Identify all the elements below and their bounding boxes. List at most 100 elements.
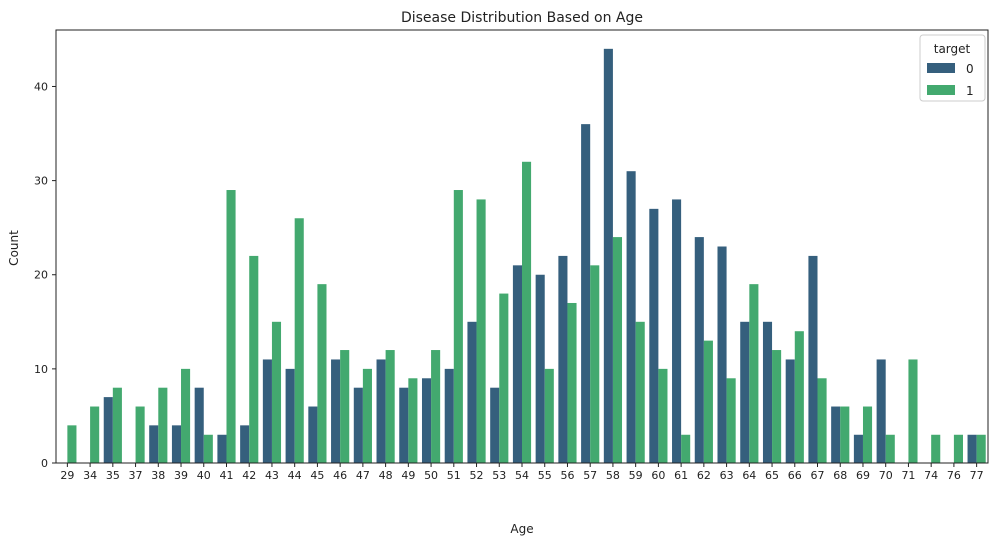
bar-series-0-age-53 <box>490 387 500 463</box>
x-tick-label: 52 <box>470 469 484 482</box>
x-tick-label: 48 <box>379 469 393 482</box>
x-tick-label: 39 <box>174 469 188 482</box>
y-axis-ticks: 0 10 20 30 40 <box>34 80 56 470</box>
bar-series-1-age-38 <box>158 387 168 463</box>
bar-series-0-age-45 <box>308 406 318 463</box>
bar-series-0-age-42 <box>240 425 250 463</box>
bars-group <box>67 48 986 463</box>
bar-series-1-age-47 <box>362 368 372 463</box>
bar-series-0-age-40 <box>194 387 204 463</box>
plot-frame <box>55 29 989 464</box>
bar-series-1-age-69 <box>862 406 873 463</box>
bar-series-0-age-59 <box>626 171 636 463</box>
x-tick-label: 37 <box>129 469 143 482</box>
bar-series-1-age-64 <box>749 284 759 463</box>
bar-series-1-age-74 <box>931 434 941 463</box>
bar-series-1-age-62 <box>703 340 713 463</box>
x-tick-label: 61 <box>674 469 688 482</box>
bar-series-0-age-50 <box>421 378 432 463</box>
bar-series-0-age-67 <box>808 255 818 463</box>
bar-series-1-age-70 <box>885 434 895 463</box>
x-tick-label: 38 <box>151 469 165 482</box>
x-tick-label: 77 <box>970 469 984 482</box>
bar-series-0-age-60 <box>649 208 659 463</box>
x-tick-label: 55 <box>538 469 552 482</box>
x-tick-label: 45 <box>310 469 324 482</box>
x-tick-label: 40 <box>197 469 211 482</box>
x-tick-label: 35 <box>106 469 120 482</box>
x-tick-label: 60 <box>651 469 665 482</box>
bar-series-0-age-38 <box>149 425 159 463</box>
legend-swatch-series-1 <box>927 85 955 95</box>
bar-series-0-age-77 <box>967 434 977 463</box>
legend-label-series-1: 1 <box>966 84 974 98</box>
legend-label-series-0: 0 <box>966 62 974 76</box>
bar-series-0-age-46 <box>331 359 341 463</box>
bar-series-1-age-77 <box>976 434 986 463</box>
x-tick-label: 43 <box>265 469 279 482</box>
y-tick-label: 40 <box>34 80 48 93</box>
y-tick-label: 30 <box>34 175 48 188</box>
x-tick-label: 54 <box>515 469 529 482</box>
bar-series-0-age-43 <box>262 359 272 463</box>
x-tick-label: 46 <box>333 469 347 482</box>
bar-series-1-age-61 <box>681 434 691 463</box>
x-tick-label: 58 <box>606 469 620 482</box>
bar-series-1-age-39 <box>181 368 191 463</box>
bar-series-1-age-48 <box>385 350 395 463</box>
x-tick-label: 50 <box>424 469 438 482</box>
bar-series-1-age-40 <box>203 434 213 463</box>
bar-series-0-age-49 <box>399 387 409 463</box>
x-tick-label: 51 <box>447 469 461 482</box>
bar-series-1-age-63 <box>726 378 736 463</box>
bar-series-0-age-52 <box>467 321 477 463</box>
y-tick-label: 10 <box>34 363 48 376</box>
bar-series-1-age-50 <box>431 350 441 463</box>
x-tick-label: 66 <box>788 469 802 482</box>
x-tick-label: 70 <box>879 469 893 482</box>
x-tick-label: 53 <box>492 469 506 482</box>
bar-series-0-age-41 <box>217 434 227 463</box>
bar-series-1-age-29 <box>67 425 77 463</box>
bar-series-0-age-63 <box>717 246 727 463</box>
x-tick-label: 71 <box>901 469 915 482</box>
bar-series-0-age-47 <box>353 387 363 463</box>
x-tick-label: 68 <box>833 469 847 482</box>
x-tick-label: 74 <box>924 469 938 482</box>
bar-series-1-age-60 <box>658 368 668 463</box>
bar-series-1-age-43 <box>271 321 282 463</box>
x-tick-label: 56 <box>560 469 574 482</box>
bar-series-0-age-35 <box>103 397 113 463</box>
bar-series-0-age-48 <box>376 359 386 463</box>
bar-series-1-age-57 <box>590 265 600 463</box>
bar-series-1-age-34 <box>90 406 100 463</box>
x-tick-label: 65 <box>765 469 779 482</box>
bar-series-0-age-44 <box>285 368 295 463</box>
bar-series-0-age-57 <box>581 124 591 463</box>
bar-series-0-age-55 <box>535 274 545 463</box>
bar-series-1-age-76 <box>953 434 963 463</box>
x-tick-label: 44 <box>288 469 302 482</box>
bar-series-1-age-42 <box>249 255 259 463</box>
y-tick-label: 0 <box>41 457 48 470</box>
x-tick-label: 42 <box>242 469 256 482</box>
x-tick-label: 47 <box>356 469 370 482</box>
bar-series-1-age-44 <box>294 218 304 463</box>
x-tick-label: 69 <box>856 469 870 482</box>
x-axis-title: Age <box>510 522 533 536</box>
bar-series-0-age-54 <box>512 265 522 463</box>
bar-series-1-age-35 <box>112 387 122 463</box>
x-tick-label: 59 <box>629 469 643 482</box>
bar-series-1-age-66 <box>794 331 804 463</box>
bar-series-0-age-65 <box>762 321 773 463</box>
bar-series-0-age-64 <box>740 321 750 463</box>
bar-series-1-age-56 <box>567 302 577 463</box>
bar-series-1-age-54 <box>522 161 532 463</box>
bar-series-1-age-59 <box>635 321 645 463</box>
x-tick-label: 76 <box>947 469 961 482</box>
bar-series-0-age-39 <box>171 425 182 463</box>
bar-series-1-age-55 <box>544 368 554 463</box>
bar-series-0-age-61 <box>672 199 682 463</box>
x-tick-label: 57 <box>583 469 597 482</box>
bar-series-1-age-67 <box>817 378 827 463</box>
